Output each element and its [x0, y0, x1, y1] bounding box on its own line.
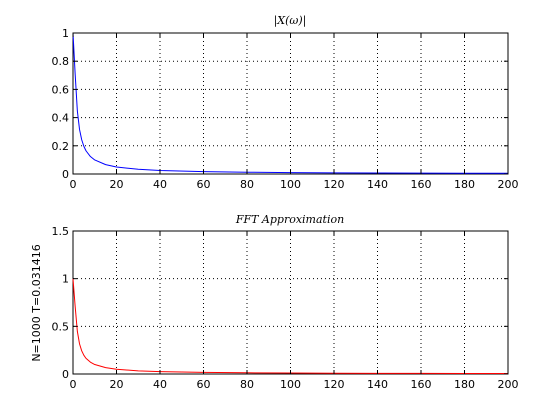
top-plot-x-tick-label: 60 [197, 178, 211, 191]
top-plot-y-tick-label: 1 [62, 27, 69, 40]
top-plot: 0 20 40 60 80 100 120 140 160 180 200 0 0.2 0.4 0.6 0.… [52, 14, 519, 191]
top-plot-x-tick-labels: 0 20 40 60 80 100 120 140 160 180 200 [70, 178, 519, 191]
bottom-plot-y-axis-label: N=1000 T=0.031416 [30, 244, 43, 361]
top-plot-x-tick-label: 80 [240, 178, 254, 191]
bottom-plot-y-tick-label: 1.5 [52, 225, 70, 238]
top-plot-series-line [72, 32, 509, 174]
bottom-plot-y-tick-label: 0 [62, 368, 69, 381]
bottom-plot-y-tick-label: 1 [62, 273, 69, 286]
top-plot-y-tick-label: 0.2 [52, 140, 70, 153]
bottom-plot-x-tick-label: 100 [280, 378, 301, 391]
top-plot-y-tick-labels: 0 0.2 0.4 0.6 0.8 1 [52, 27, 70, 181]
top-plot-series [72, 32, 509, 174]
top-plot-x-tick-label: 120 [324, 178, 345, 191]
top-plot-x-tick-label: 100 [280, 178, 301, 191]
top-plot-y-tick-label: 0.6 [52, 83, 70, 96]
top-plot-x-tick-label: 200 [498, 178, 519, 191]
top-plot-x-tick-label: 20 [110, 178, 124, 191]
bottom-plot-y-tick-labels: 0 0.5 1 1.5 [52, 225, 70, 381]
bottom-plot-x-tick-label: 160 [411, 378, 432, 391]
bottom-plot-x-tick-label: 80 [240, 378, 254, 391]
bottom-plot-x-tick-label: 0 [70, 378, 77, 391]
top-plot-x-tick-label: 40 [153, 178, 167, 191]
top-plot-x-tick-label: 140 [367, 178, 388, 191]
bottom-plot-grid [73, 231, 508, 374]
bottom-plot-x-tick-label: 20 [110, 378, 124, 391]
bottom-plot-series-line [72, 278, 509, 375]
bottom-plot-y-tick-label: 0.5 [52, 320, 70, 333]
bottom-plot-x-tick-label: 60 [197, 378, 211, 391]
bottom-plot-title: FFT Approximation [235, 213, 344, 226]
top-plot-x-tick-label: 180 [454, 178, 475, 191]
top-plot-y-tick-label: 0.4 [52, 112, 70, 125]
bottom-plot-x-tick-label: 120 [324, 378, 345, 391]
top-plot-title: |X(ω)| [274, 14, 307, 28]
bottom-plot-x-tick-label: 140 [367, 378, 388, 391]
bottom-plot: 0 20 40 60 80 100 120 140 160 180 200 0 0.5 1 1.5 FFT… [30, 213, 519, 391]
bottom-plot-frame [72, 230, 509, 375]
bottom-plot-x-tick-label: 40 [153, 378, 167, 391]
top-plot-x-tick-label: 160 [411, 178, 432, 191]
bottom-plot-x-tick-label: 180 [454, 378, 475, 391]
bottom-plot-ticks [72, 230, 509, 375]
top-plot-y-tick-label: 0 [62, 168, 69, 181]
top-plot-ticks [72, 32, 509, 175]
top-plot-x-tick-label: 0 [70, 178, 77, 191]
top-plot-y-tick-label: 0.8 [52, 55, 70, 68]
bottom-plot-x-tick-labels: 0 20 40 60 80 100 120 140 160 180 200 [70, 378, 519, 391]
top-plot-frame [72, 32, 509, 175]
bottom-plot-x-tick-label: 200 [498, 378, 519, 391]
bottom-plot-series [72, 278, 509, 375]
top-plot-grid [73, 33, 508, 174]
